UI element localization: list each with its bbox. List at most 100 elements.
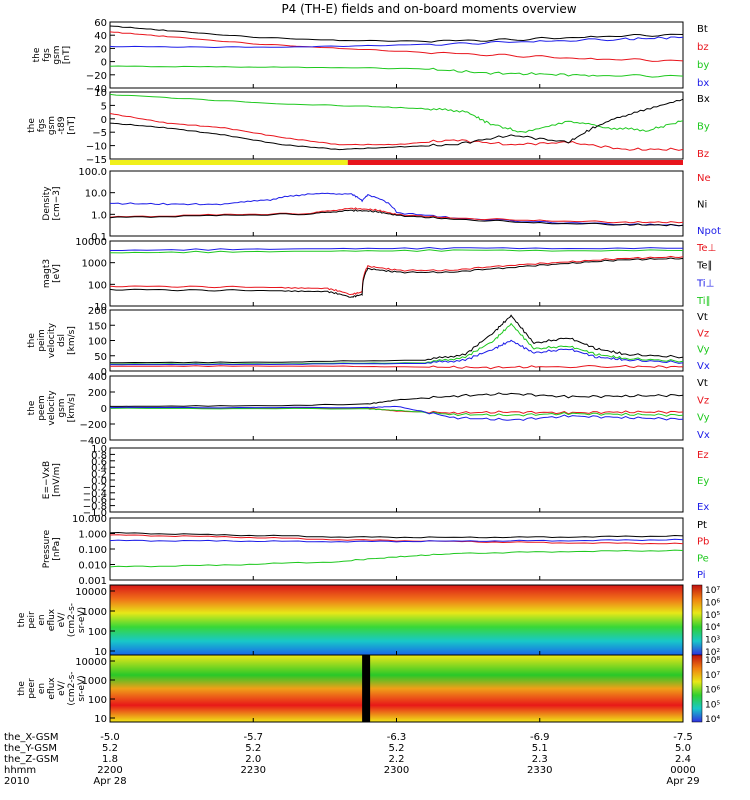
y-tick-label: 0.001 bbox=[78, 576, 107, 587]
series-fgs_dsl-Bz bbox=[109, 113, 684, 151]
series-pressure-Pe bbox=[109, 549, 684, 568]
panel-elec_spec: 10⁸ 10⁷ 10⁶ 10⁵ 10⁴ 10000 1000 100 10 the peer en ef… bbox=[17, 654, 720, 725]
y-tick-label: −200 bbox=[80, 420, 107, 431]
legend-Te⊥: Te⊥ bbox=[696, 243, 716, 254]
legend-Ni: Ni bbox=[697, 200, 707, 211]
series-temp-Te∥ bbox=[109, 257, 684, 298]
y-axis-label: fgs bbox=[42, 48, 52, 62]
y-tick-label: 100 bbox=[88, 280, 107, 291]
y-tick-label: −0.8 bbox=[83, 502, 107, 513]
orbit-value: 0000 bbox=[670, 765, 695, 776]
y-axis-label: gsm bbox=[57, 398, 67, 417]
orbit-value: 1.8 bbox=[102, 754, 118, 765]
orbit-value: 5.2 bbox=[389, 743, 405, 754]
y-tick-label: 0 bbox=[101, 367, 107, 378]
y-axis-label: -t89 bbox=[57, 116, 67, 135]
y-tick-label: 50 bbox=[94, 352, 107, 363]
series-pressure-Pb bbox=[109, 534, 684, 545]
orbit-value: Apr 28 bbox=[93, 776, 126, 787]
y-tick-label: 0 bbox=[101, 404, 107, 415]
legend-bz: bz bbox=[697, 42, 709, 53]
orbit-value: -5.0 bbox=[100, 732, 120, 743]
y-axis-label: [nT] bbox=[67, 116, 77, 134]
legend-Bx: Bx bbox=[697, 94, 710, 105]
colorbar-label: 10⁵ bbox=[705, 611, 720, 621]
y-axis-label: gsm bbox=[52, 45, 62, 64]
colorbar-label: 10⁴ bbox=[705, 715, 720, 725]
orbit-row-label: 2010 bbox=[4, 776, 29, 787]
colorbar-label: 10⁷ bbox=[705, 586, 720, 596]
legend-Bz: Bz bbox=[697, 149, 709, 160]
orbit-table: the_X-GSM -5.0 -5.7 -6.3 -6.9 -7.5 the_Y-GSM 5.… bbox=[4, 732, 700, 787]
legend-By: By bbox=[697, 122, 710, 133]
panel-vel2: 400 200 0 −200 −400 the peem velocity gsm [km/s] V… bbox=[27, 372, 710, 447]
y-axis-label: gsm bbox=[47, 116, 57, 135]
y-axis-label: dsl bbox=[57, 334, 67, 347]
series-density-Ne bbox=[109, 207, 684, 224]
y-tick-label: 1000 bbox=[82, 259, 107, 270]
y-axis-label: eV/ bbox=[57, 680, 67, 696]
colorbar-elec_spec bbox=[691, 654, 703, 723]
y-tick-label: 0.0 bbox=[91, 476, 107, 487]
y-axis-label: the bbox=[17, 612, 27, 627]
orbit-value: -6.3 bbox=[387, 732, 407, 743]
y-tick-label: 10.000 bbox=[72, 514, 107, 525]
orbit-value: 2200 bbox=[97, 765, 122, 776]
colorbar-label: 10⁶ bbox=[705, 686, 720, 696]
y-tick-label: 0.010 bbox=[78, 561, 107, 572]
y-tick-label: 0.1 bbox=[91, 232, 107, 243]
series-pressure-Pi bbox=[109, 538, 684, 543]
y-tick-label: 20 bbox=[94, 44, 107, 55]
y-axis-label: [mV/m] bbox=[52, 463, 62, 497]
series-pressure-Pt bbox=[109, 531, 684, 539]
y-axis-label: the bbox=[27, 118, 37, 133]
series-fgs-by bbox=[109, 65, 684, 78]
y-tick-label: −0.2 bbox=[83, 482, 107, 493]
y-tick-label: 0 bbox=[101, 58, 107, 69]
colorbar-label: 10⁸ bbox=[705, 656, 720, 666]
legend-Vx: Vx bbox=[697, 430, 710, 441]
series-vel1-Vy bbox=[110, 322, 684, 365]
y-axis-label: eflux bbox=[47, 608, 57, 631]
y-axis-label: [eV] bbox=[52, 264, 62, 283]
y-tick-label: 100 bbox=[88, 695, 107, 706]
legend-Ex: Ex bbox=[697, 502, 709, 513]
y-tick-label: 100 bbox=[88, 627, 107, 638]
orbit-row-label: hhmm bbox=[4, 765, 36, 776]
orbit-value: 5.1 bbox=[532, 743, 548, 754]
y-axis-label: the bbox=[27, 400, 37, 415]
y-axis-label: eflux bbox=[47, 677, 57, 700]
y-axis-label: [km/s] bbox=[67, 326, 77, 355]
legend-Ti⊥: Ti⊥ bbox=[696, 278, 714, 289]
y-tick-label: 0.6 bbox=[91, 457, 107, 468]
panel-vel1: 200 150 100 50 0 the peim velocity dsl [km/s] Vt Vz… bbox=[27, 306, 710, 378]
panel-fgs: 60 40 20 0 −20 −40 the fgs gsm [nT] Bt bz by bx bbox=[32, 18, 709, 95]
y-tick-label: 10 bbox=[94, 88, 107, 99]
legend-by: by bbox=[697, 60, 709, 71]
y-tick-label: 60 bbox=[94, 18, 107, 29]
y-tick-label: −0.4 bbox=[83, 489, 107, 500]
y-tick-label: 200 bbox=[88, 306, 107, 317]
legend-Vt: Vt bbox=[697, 378, 708, 389]
series-fgs_dsl-Bx bbox=[109, 98, 684, 151]
colorbar-label: 10⁶ bbox=[705, 598, 720, 608]
legend-Bt: Bt bbox=[697, 24, 708, 35]
y-tick-label: −400 bbox=[80, 436, 107, 447]
orbit-value: 5.2 bbox=[245, 743, 261, 754]
orbit-value: 2.3 bbox=[532, 754, 548, 765]
orbit-value: 2330 bbox=[527, 765, 552, 776]
y-tick-label: −10 bbox=[86, 142, 107, 153]
y-tick-label: 1000 bbox=[82, 607, 107, 618]
y-axis-label: sr-eV) bbox=[77, 675, 87, 701]
legend-Pt: Pt bbox=[697, 520, 707, 531]
mode-bar-segment bbox=[110, 160, 348, 165]
y-tick-label: 10 bbox=[94, 647, 107, 658]
series-vel1-Vx bbox=[109, 339, 684, 366]
orbit-row-label: the_Z-GSM bbox=[4, 754, 59, 765]
orbit-value: 2.0 bbox=[245, 754, 261, 765]
y-axis-label: [km/s] bbox=[67, 394, 77, 423]
y-tick-label: −40 bbox=[86, 84, 107, 95]
series-vel2-Vx bbox=[109, 405, 684, 421]
orbit-value: 5.2 bbox=[102, 743, 118, 754]
